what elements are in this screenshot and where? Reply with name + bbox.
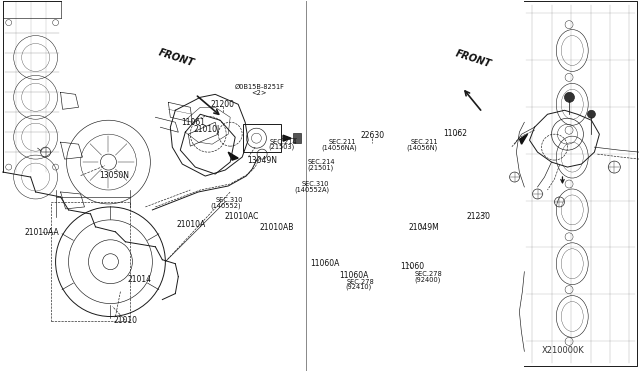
Polygon shape: [520, 134, 527, 144]
Circle shape: [588, 110, 595, 118]
Text: 21010AA: 21010AA: [25, 228, 60, 237]
Text: FRONT: FRONT: [454, 49, 492, 70]
Circle shape: [564, 92, 575, 102]
Text: SEC.278: SEC.278: [346, 279, 374, 285]
Text: (14056N): (14056N): [406, 145, 438, 151]
Text: 21010: 21010: [113, 316, 137, 325]
Text: 21010J: 21010J: [193, 125, 220, 134]
Text: 21200: 21200: [211, 100, 235, 109]
Text: (92400): (92400): [414, 276, 440, 283]
Text: SEC.310: SEC.310: [302, 181, 329, 187]
Text: 21230: 21230: [467, 212, 490, 221]
Text: (92410): (92410): [345, 283, 371, 290]
Text: 21049M: 21049M: [408, 223, 439, 232]
Polygon shape: [283, 135, 291, 141]
Text: 11060A: 11060A: [310, 259, 340, 268]
Text: 11062: 11062: [444, 128, 467, 138]
Text: 13049N: 13049N: [248, 156, 278, 165]
Text: FRONT: FRONT: [157, 48, 195, 68]
Text: SEC.214: SEC.214: [307, 159, 335, 165]
Polygon shape: [228, 152, 238, 160]
Text: 21010A: 21010A: [177, 221, 205, 230]
Text: Ø0B15B-8251F: Ø0B15B-8251F: [234, 84, 284, 90]
Text: 13050N: 13050N: [99, 171, 129, 180]
Text: (140552A): (140552A): [295, 186, 330, 193]
Text: 21010AC: 21010AC: [225, 212, 259, 221]
Text: X210000K: X210000K: [541, 346, 584, 355]
Text: SEC.310: SEC.310: [216, 197, 243, 203]
Text: 21010AB: 21010AB: [259, 223, 294, 232]
Text: 11060: 11060: [400, 262, 424, 271]
Text: SEC.211: SEC.211: [328, 139, 356, 145]
Text: SEC.211: SEC.211: [410, 139, 438, 145]
Text: SEC.278: SEC.278: [415, 271, 442, 277]
Text: (140552): (140552): [211, 202, 241, 209]
Text: (14056NA): (14056NA): [321, 145, 357, 151]
Text: (21503): (21503): [269, 144, 295, 150]
Text: 22630: 22630: [360, 131, 385, 140]
Text: 11060A: 11060A: [339, 271, 369, 280]
FancyBboxPatch shape: [293, 133, 301, 143]
Text: <2>: <2>: [252, 90, 267, 96]
Text: 11061: 11061: [182, 118, 205, 127]
Text: 21014: 21014: [128, 275, 152, 284]
Text: (21501): (21501): [307, 164, 333, 171]
Text: SEC.214: SEC.214: [269, 138, 297, 145]
